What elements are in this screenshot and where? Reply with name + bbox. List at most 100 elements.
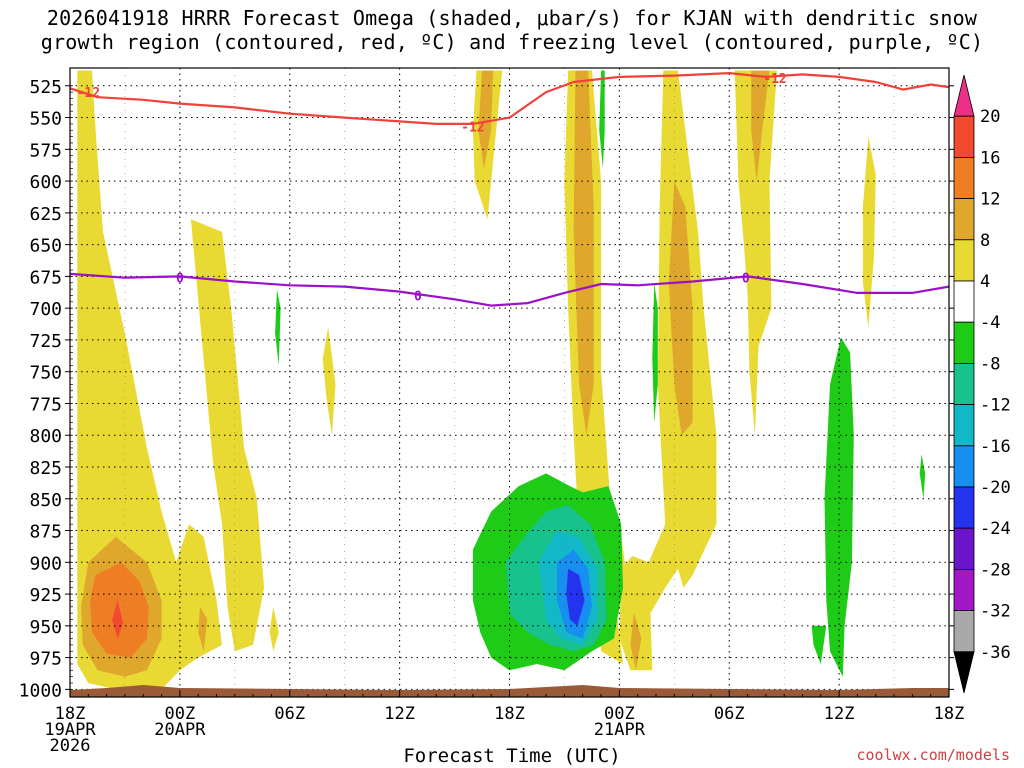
- shaded-region-0: [77, 70, 222, 690]
- y-tick-label-775: 775: [29, 394, 62, 415]
- colorbar-label-4: 4: [980, 272, 990, 292]
- y-tick-label-625: 625: [29, 204, 62, 225]
- site-credit: coolwx.com/models: [856, 746, 1010, 764]
- colorbar-swatch-5: [953, 280, 975, 323]
- shaded-region-7: [322, 327, 336, 436]
- y-axis: 525 550 575 600 625 650 675 700 725 750 775 800 825 8…: [19, 77, 954, 701]
- x-tick-label-42-0: 12Z: [824, 704, 855, 724]
- shaded-region-24: [275, 289, 281, 366]
- shaded-region-25: [919, 454, 926, 499]
- y-tick-label-650: 650: [29, 236, 62, 257]
- y-tick-label-975: 975: [29, 649, 62, 670]
- colorbar-label-1: 16: [980, 148, 1000, 168]
- x-tick-label-24-0: 18Z: [494, 704, 525, 724]
- shaded-region-8: [269, 606, 279, 652]
- y-tick-label-675: 675: [29, 267, 62, 288]
- x-tick-label-6-0: 00Z: [165, 704, 196, 724]
- y-tick-label-700: 700: [29, 299, 62, 320]
- chart-title-line2: growth region (contoured, red, ºC) and f…: [40, 30, 984, 54]
- x-tick-label-18-0: 12Z: [384, 704, 415, 724]
- colorbar-swatch-1: [953, 115, 975, 158]
- colorbar-bottom-arrow: [953, 651, 975, 694]
- shaded-region-20: [824, 337, 854, 677]
- shaded-region-4: [619, 70, 717, 671]
- colorbar-label-5: -4: [980, 313, 1000, 333]
- y-tick-label-725: 725: [29, 331, 62, 352]
- colorbar-swatch-2: [953, 156, 975, 199]
- shaded-region-16: [630, 613, 642, 671]
- shaded-region-13: [751, 70, 770, 182]
- contour-line-1: [70, 272, 949, 307]
- shaded-region-5: [734, 70, 777, 436]
- contour-label-0-0: -12: [77, 86, 100, 101]
- colorbar-swatch-9: [953, 445, 975, 488]
- colorbar-swatch-10: [953, 486, 975, 529]
- contour-lines: -12 -12 -12 0 0 0: [70, 72, 949, 307]
- colorbar-swatch-3: [953, 198, 975, 241]
- contour-line-0: [70, 72, 949, 125]
- x-tick-label-0-0: 18Z: [55, 704, 86, 724]
- colorbar-label-7: -12: [980, 396, 1011, 416]
- colorbar-label-9: -20: [980, 478, 1011, 498]
- x-tick-label-12-0: 06Z: [274, 704, 305, 724]
- contour-label-1-0: 0: [176, 272, 184, 287]
- y-tick-label-875: 875: [29, 522, 62, 543]
- y-tick-label-800: 800: [29, 426, 62, 447]
- y-tick-label-750: 750: [29, 363, 62, 384]
- y-tick-label-850: 850: [29, 490, 62, 511]
- shaded-region-21: [811, 625, 827, 664]
- x-tick-label-30-1: 21APR: [594, 720, 646, 740]
- y-tick-label-900: 900: [29, 553, 62, 574]
- colorbar-label-13: -36: [980, 643, 1011, 663]
- contour-label-0-1: -12: [461, 120, 484, 135]
- colorbar-swatch-8: [953, 404, 975, 447]
- y-tick-label-950: 950: [29, 617, 62, 638]
- contour-label-1-2: 0: [742, 272, 750, 287]
- colorbar-swatch-12: [953, 569, 975, 612]
- x-tick-label-0-1: 19APR: [44, 720, 96, 740]
- x-tick-label-0-2: 2026: [50, 736, 91, 756]
- shaded-region-10: [478, 70, 493, 169]
- y-tick-label-525: 525: [29, 77, 62, 98]
- colorbar-label-2: 12: [980, 190, 1000, 210]
- colorbar-label-11: -28: [980, 560, 1011, 580]
- chart-title: 2026041918 HRRR Forecast Omega (shaded, …: [0, 6, 1024, 54]
- colorbar-label-0: 20: [980, 107, 1000, 127]
- y-tick-label-550: 550: [29, 109, 62, 130]
- colorbar-label-8: -16: [980, 437, 1011, 457]
- y-tick-label-575: 575: [29, 140, 62, 161]
- x-tick-label-48-0: 18Z: [934, 704, 965, 724]
- y-tick-label-825: 825: [29, 458, 62, 479]
- colorbar-swatch-6: [953, 321, 975, 364]
- chart-title-line1: 2026041918 HRRR Forecast Omega (shaded, …: [46, 6, 978, 30]
- shaded-region-22: [599, 70, 605, 169]
- y-tick-label-600: 600: [29, 172, 62, 193]
- grid: [70, 68, 949, 697]
- shaded-region-23: [652, 282, 658, 423]
- contour-label-0-2: -12: [763, 72, 786, 87]
- x-tick-label-30-0: 00Z: [604, 704, 635, 724]
- shaded-region-15: [198, 606, 208, 652]
- colorbar-swatch-4: [953, 239, 975, 282]
- colorbar-label-12: -32: [980, 602, 1011, 622]
- colorbar-label-3: 8: [980, 231, 990, 251]
- colorbar-swatch-7: [953, 362, 975, 405]
- y-tick-label-925: 925: [29, 585, 62, 606]
- colorbar-label-10: -24: [980, 519, 1011, 539]
- shaded-region-29: [566, 568, 585, 626]
- shaded-region-1: [190, 219, 265, 652]
- colorbar-top-arrow: [953, 74, 975, 117]
- colorbar-label-6: -8: [980, 354, 1000, 374]
- y-tick-label-1000: 1000: [19, 680, 62, 701]
- colorbar-swatch-13: [953, 610, 975, 653]
- omega-shading: [77, 70, 926, 690]
- contour-label-1-1: 0: [414, 289, 422, 304]
- shaded-region-11: [573, 70, 594, 436]
- shaded-region-6: [862, 136, 876, 328]
- colorbar-swatch-11: [953, 527, 975, 570]
- x-axis-title: Forecast Time (UTC): [403, 745, 621, 767]
- x-tick-label-6-1: 20APR: [154, 720, 206, 740]
- colorbar: 20 16 12 8 4 -4 -8 -12 -16 -20 -24 -28 -32 -36: [953, 74, 1011, 694]
